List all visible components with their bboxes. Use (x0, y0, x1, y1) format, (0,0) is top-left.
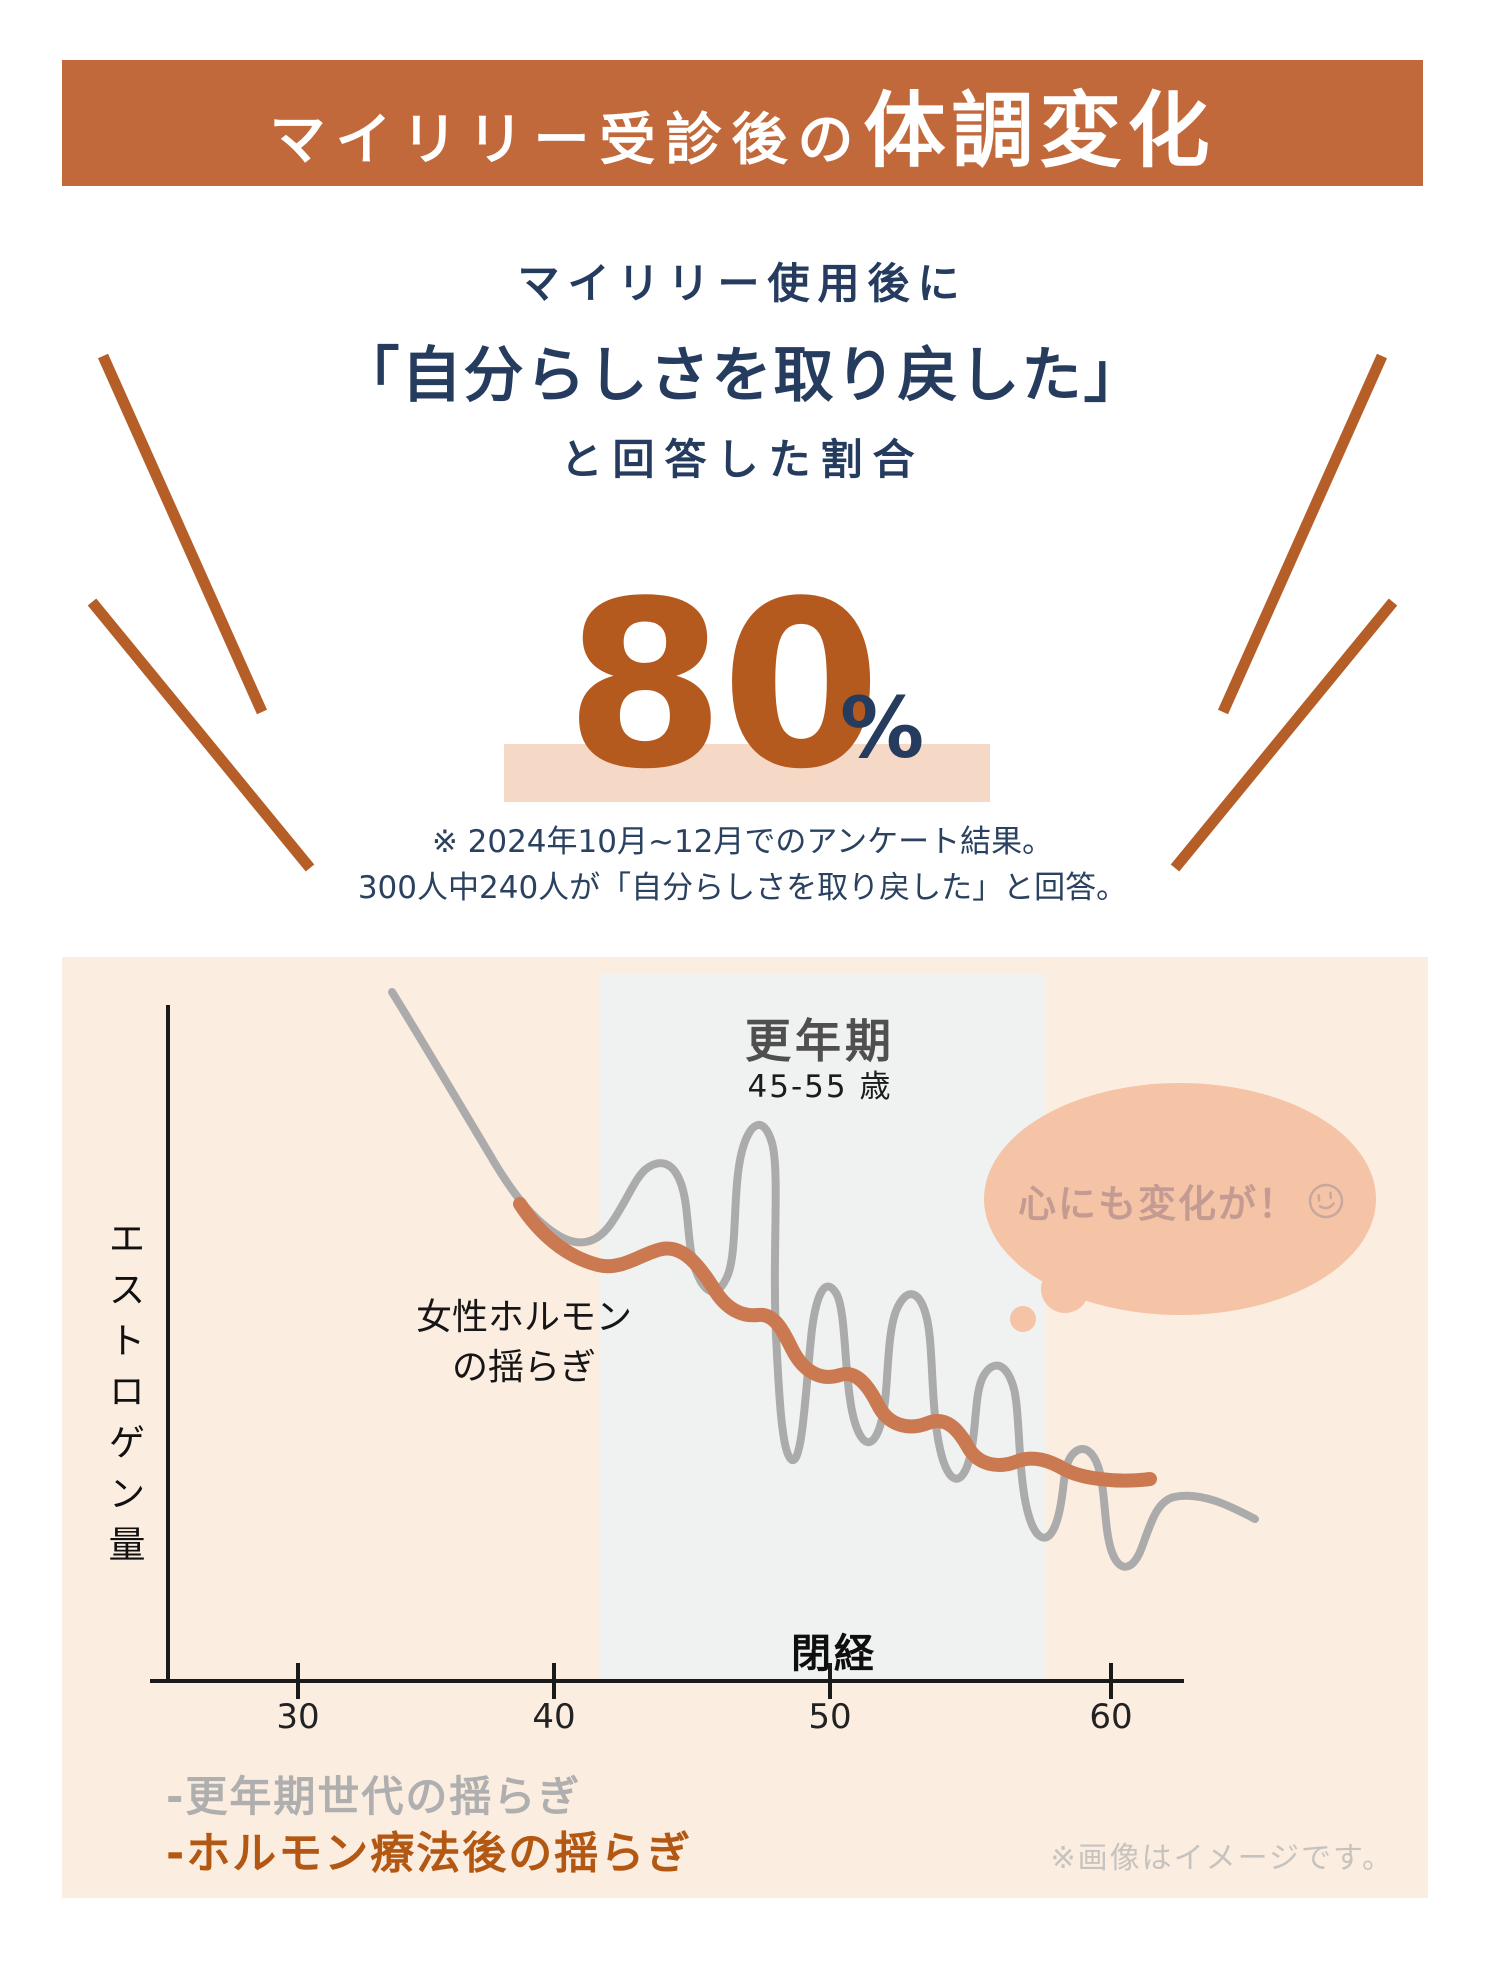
chart-axes (150, 1005, 1184, 1699)
legend-hormone-therapy: -ホルモン療法後の揺らぎ (166, 1828, 693, 1880)
menopause-band (600, 973, 1046, 1681)
survey-note-line2: 300人中240人が「自分らしさを取り戻した」と回答。 (357, 869, 1128, 906)
survey-notes: ※ 2024年10月~12月でのアンケート結果。 300人中240人が「自分らし… (0, 820, 1485, 912)
stat-unit: % (840, 679, 925, 777)
headline-line2: 「自分らしさを取り戻した」 (339, 341, 1146, 411)
smiley-icon (1308, 1183, 1344, 1218)
stat-highlight-bar (504, 744, 990, 802)
x-tick-40: 40 (532, 1697, 576, 1737)
fluctuation-annotation-line1: 女性ホルモン (415, 1297, 632, 1338)
x-tick-50: 50 (808, 1697, 852, 1737)
fluctuation-annotation: 女性ホルモン の揺らぎ (344, 1293, 704, 1394)
legend-menopause-fluctuation: -更年期世代の揺らぎ (166, 1772, 582, 1821)
title-banner: マイリリー受診後の体調変化 (62, 60, 1423, 186)
band-sublabel: 45-55 歳 (747, 1069, 893, 1105)
banner-title-regular: マイリリー受診後の (269, 107, 864, 173)
fluctuation-annotation-line2: の揺らぎ (451, 1347, 596, 1389)
title-banner-text: マイリリー受診後の体調変化 (269, 64, 1215, 183)
x-tick-30: 30 (276, 1697, 320, 1737)
survey-note-line1: ※ 2024年10月~12月でのアンケート結果。 (431, 824, 1054, 860)
thought-bubble (984, 1083, 1376, 1332)
stat-value: 80 (565, 553, 881, 820)
chart-legend: -更年期世代の揺らぎ -ホルモン療法後の揺らぎ (166, 1769, 692, 1884)
bubble-annotation: 心にも変化が！ (1000, 1173, 1364, 1228)
menopause-label: 閉経 (791, 1631, 877, 1677)
curve-hormone-therapy (513, 1197, 1157, 1488)
headline-line1: マイリリー使用後に (517, 259, 968, 308)
headline-line3: と回答した割合 (560, 435, 925, 484)
band-label: 更年期 (745, 1014, 895, 1068)
x-tick-60: 60 (1089, 1697, 1133, 1737)
bubble-annotation-text: 心にも変化が！ (1017, 1182, 1298, 1226)
headline-block: マイリリー使用後に 「自分らしさを取り戻した」 と回答した割合 (0, 250, 1485, 487)
image-disclaimer: ※画像はイメージです。 (1050, 1841, 1394, 1876)
y-axis-label: エストロゲン量 (102, 1218, 145, 1576)
estrogen-chart (150, 988, 1376, 1699)
banner-title-emphasis: 体調変化 (863, 83, 1216, 179)
chart-panel: 更年期 45-55 歳 エストロゲン量 女性ホルモン の揺らぎ 閉経 30 40… (62, 957, 1428, 1898)
